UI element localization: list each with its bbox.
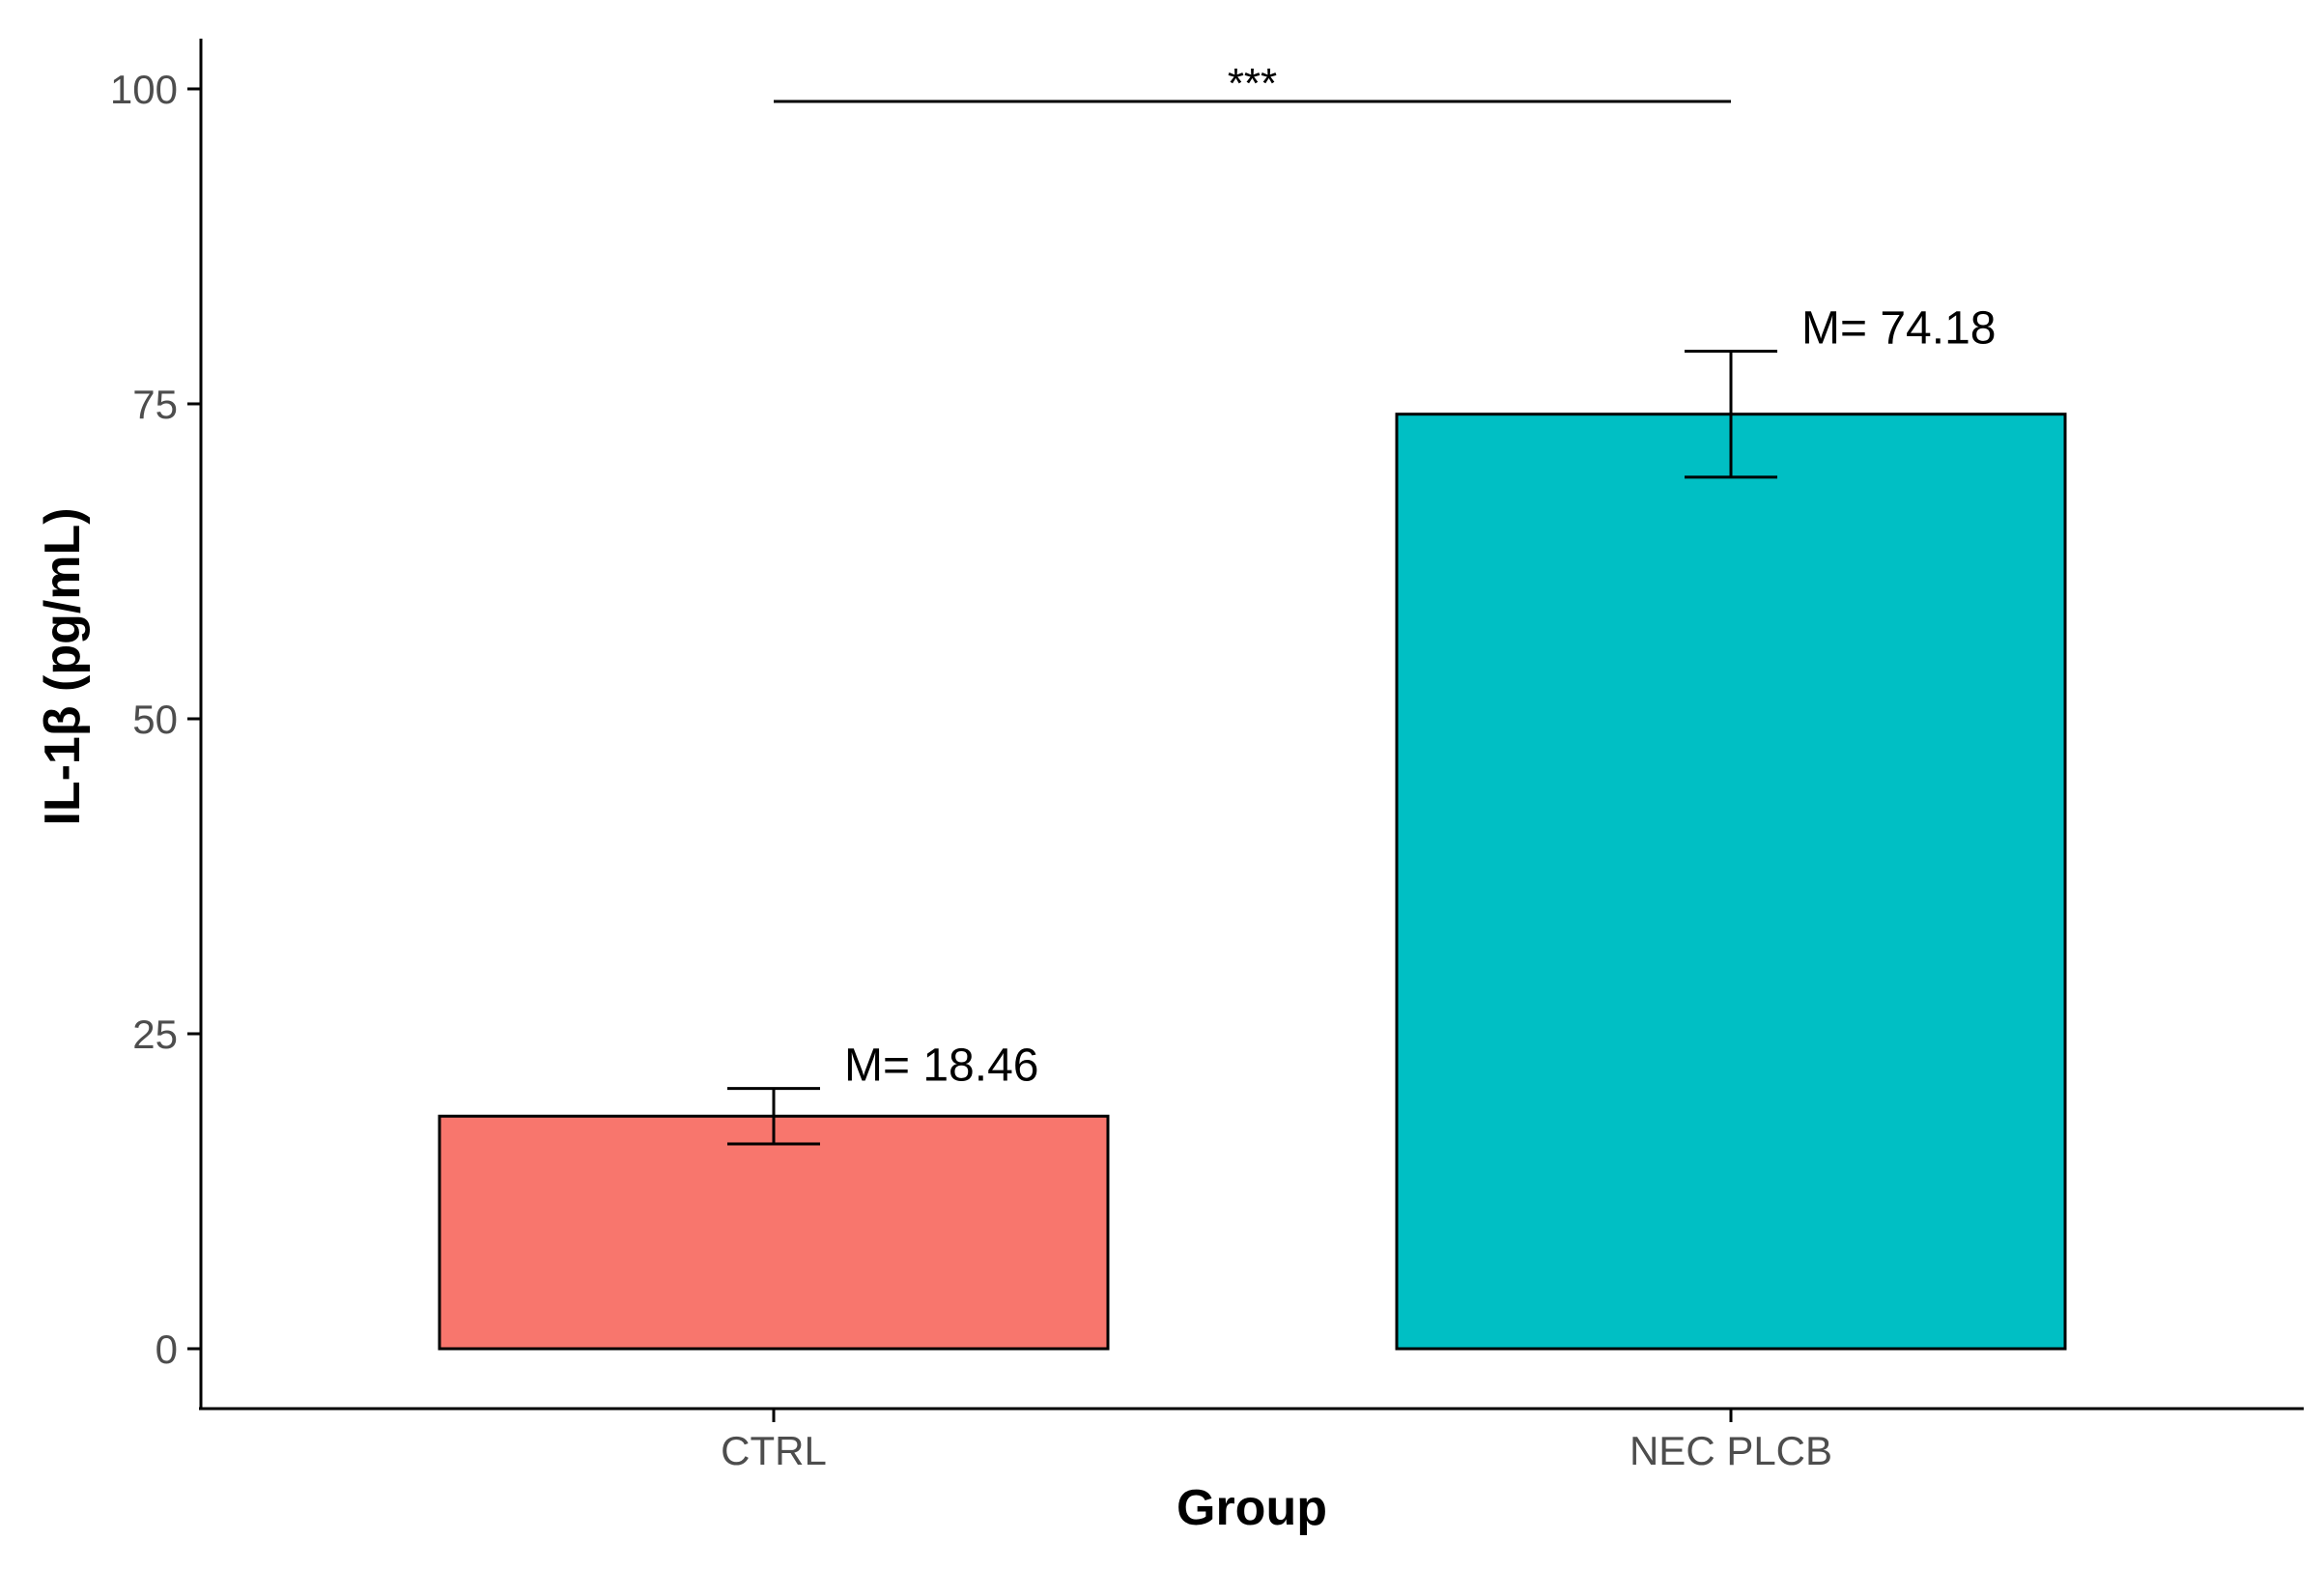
y-tick-label: 50 — [132, 697, 178, 742]
y-tick-label: 100 — [110, 67, 178, 112]
value-label: M= 18.46 — [844, 1041, 1038, 1092]
x-tick-label: CTRL — [721, 1428, 827, 1473]
chart-marks: 0 25 50 75 100 M= 18.46 CTRL M= 74.18 NEC PLCB **… — [110, 60, 2067, 1473]
y-tick-label: 0 — [156, 1327, 178, 1372]
y-axis-title: IL-1β (pg/mL) — [35, 507, 91, 825]
bar-ctrl — [438, 1114, 1110, 1351]
x-axis-title: Group — [1176, 1480, 1327, 1536]
y-tick-label: 25 — [132, 1012, 178, 1057]
bar-nec-plcb — [1395, 413, 2067, 1351]
value-label: M= 74.18 — [1801, 302, 1996, 354]
y-tick-label: 75 — [132, 382, 178, 427]
x-tick-label: NEC PLCB — [1630, 1428, 1832, 1473]
significance-label: *** — [1228, 60, 1277, 107]
